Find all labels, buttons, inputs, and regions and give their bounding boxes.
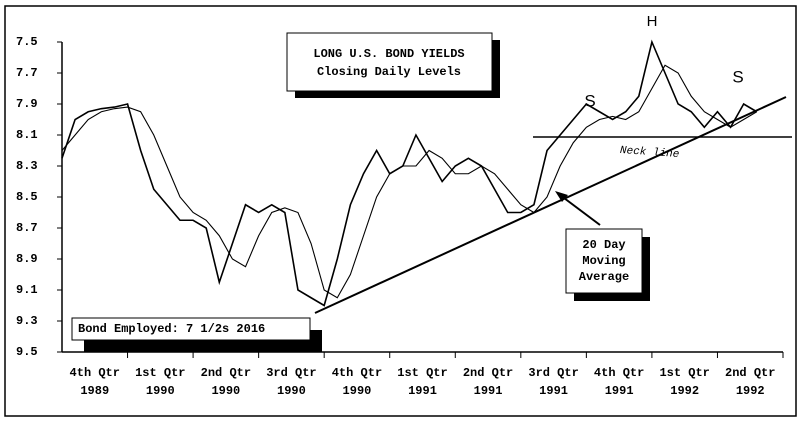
x-tick-label: 1st Qtr xyxy=(135,366,185,380)
ma-box xyxy=(565,228,643,294)
y-tick-label: 8.9 xyxy=(16,252,38,266)
x-tick-label: 2nd Qtr xyxy=(463,366,513,380)
x-tick-label: 1992 xyxy=(670,384,699,398)
y-tick-label: 9.3 xyxy=(16,314,38,328)
x-tick-label: 1991 xyxy=(474,384,503,398)
series-line xyxy=(61,64,758,299)
x-tick-label: 1990 xyxy=(146,384,175,398)
x-tick-label: 1991 xyxy=(605,384,634,398)
y-tick-label: 8.5 xyxy=(16,190,38,204)
x-tick-label: 1991 xyxy=(408,384,437,398)
x-tick-label: 4th Qtr xyxy=(594,366,644,380)
x-tick-label: 1990 xyxy=(211,384,240,398)
annotation: Average xyxy=(579,270,629,284)
bond-box xyxy=(71,317,311,341)
annotation: Moving xyxy=(582,254,625,268)
y-tick-label: 7.5 xyxy=(16,35,38,49)
series-line xyxy=(61,39,758,307)
chart-subtitle: Closing Daily Levels xyxy=(317,65,461,79)
x-tick-label: 4th Qtr xyxy=(70,366,120,380)
frame xyxy=(4,5,797,417)
x-tick-label: 1st Qtr xyxy=(659,366,709,380)
trend-line xyxy=(314,96,787,314)
x-tick-label: 1st Qtr xyxy=(397,366,447,380)
y-tick-label: 9.1 xyxy=(16,283,38,297)
y-tick-label: 7.9 xyxy=(16,97,38,111)
y-tick-label: 7.7 xyxy=(16,66,38,80)
y-tick-label: 8.3 xyxy=(16,159,38,173)
annotation: Bond Employed: 7 1/2s 2016 xyxy=(78,322,265,336)
x-tick-label: 4th Qtr xyxy=(332,366,382,380)
arrow xyxy=(559,194,601,226)
annotation: Neck line xyxy=(620,145,680,161)
arrow-head xyxy=(555,191,568,202)
x-tick-label: 2nd Qtr xyxy=(201,366,251,380)
x-tick-label: 1989 xyxy=(80,384,109,398)
chart-title: LONG U.S. BOND YIELDS xyxy=(313,47,464,61)
y-tick-label: 9.5 xyxy=(16,345,38,359)
x-tick-label: 1990 xyxy=(343,384,372,398)
annotation: H xyxy=(647,13,658,30)
y-tick-label: 8.1 xyxy=(16,128,38,142)
annotation: S xyxy=(584,91,595,110)
x-tick-label: 1990 xyxy=(277,384,306,398)
x-tick-label: 1992 xyxy=(736,384,765,398)
x-tick-label: 1991 xyxy=(539,384,568,398)
title-box xyxy=(286,32,493,92)
annotation: S xyxy=(732,67,743,86)
annotation: 20 Day xyxy=(582,238,625,252)
y-tick-label: 8.7 xyxy=(16,221,38,235)
x-tick-label: 3rd Qtr xyxy=(528,366,578,380)
x-tick-label: 2nd Qtr xyxy=(725,366,775,380)
x-tick-label: 3rd Qtr xyxy=(266,366,316,380)
